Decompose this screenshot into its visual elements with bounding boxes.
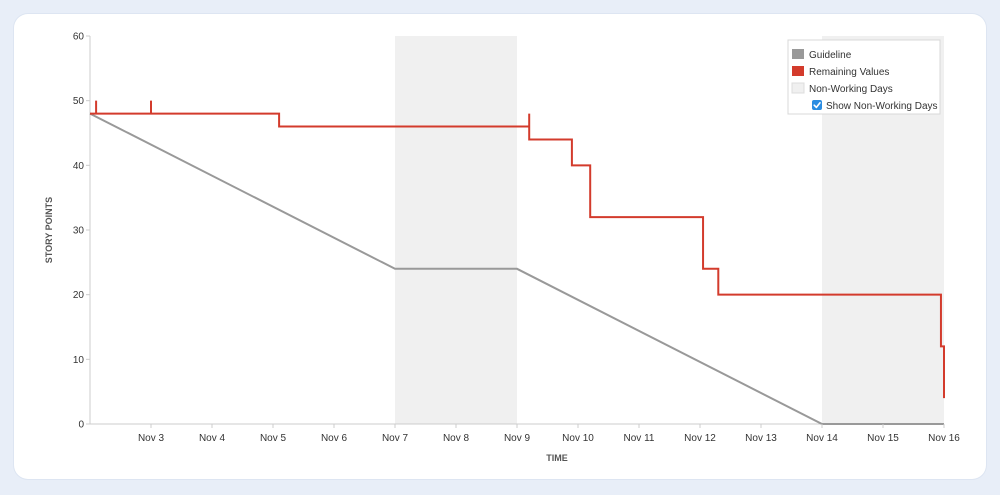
non-working-band-0 bbox=[395, 36, 517, 424]
remaining-values-series bbox=[90, 100, 945, 399]
y-tick-label: 20 bbox=[73, 290, 85, 301]
x-tick-label: Nov 10 bbox=[562, 433, 594, 444]
y-tick-label: 0 bbox=[78, 420, 84, 431]
x-tick-label: Nov 3 bbox=[138, 433, 165, 444]
legend-label: Guideline bbox=[809, 50, 852, 61]
x-tick-label: Nov 14 bbox=[806, 433, 838, 444]
legend-label: Remaining Values bbox=[809, 67, 889, 78]
x-tick-label: Nov 8 bbox=[443, 433, 470, 444]
x-tick-label: Nov 9 bbox=[504, 433, 531, 444]
x-tick-label: Nov 5 bbox=[260, 433, 287, 444]
x-tick-labels: Nov 3 Nov 4 Nov 5 Nov 6 Nov 7 Nov 8 Nov 9 Nov 1… bbox=[138, 424, 960, 444]
y-tick-labels: 0 10 20 30 40 50 60 bbox=[73, 32, 90, 431]
checkmark-icon bbox=[813, 102, 821, 109]
legend-swatch bbox=[792, 49, 804, 59]
legend: Guideline Remaining Values Non-Working Day… bbox=[787, 39, 941, 115]
y-tick-label: 60 bbox=[73, 32, 85, 43]
y-tick-label: 10 bbox=[73, 355, 85, 366]
legend-swatch bbox=[792, 66, 804, 76]
y-axis-title: STORY POINTS bbox=[44, 197, 54, 263]
y-tick-label: 40 bbox=[73, 161, 85, 172]
x-tick-label: Nov 12 bbox=[684, 433, 716, 444]
legend-label: Non-Working Days bbox=[809, 84, 893, 95]
x-tick-label: Nov 11 bbox=[624, 433, 655, 444]
x-tick-label: Nov 7 bbox=[382, 433, 409, 444]
x-tick-label: Nov 4 bbox=[199, 433, 226, 444]
series-layer bbox=[89, 100, 945, 425]
x-tick-label: Nov 16 bbox=[928, 433, 960, 444]
x-axis-title: TIME bbox=[546, 453, 568, 463]
legend-items: Guideline Remaining Values Non-Working Day… bbox=[791, 49, 893, 95]
y-tick-label: 30 bbox=[73, 226, 85, 237]
guideline-series bbox=[89, 112, 944, 425]
show-non-working-days-toggle[interactable]: Show Non-Working Days bbox=[812, 100, 938, 112]
legend-swatch bbox=[791, 82, 805, 94]
x-tick-label: Nov 13 bbox=[745, 433, 777, 444]
x-tick-label: Nov 6 bbox=[321, 433, 348, 444]
x-tick-label: Nov 15 bbox=[867, 433, 899, 444]
show-non-working-days-label: Show Non-Working Days bbox=[826, 101, 938, 112]
y-tick-label: 50 bbox=[73, 96, 85, 107]
